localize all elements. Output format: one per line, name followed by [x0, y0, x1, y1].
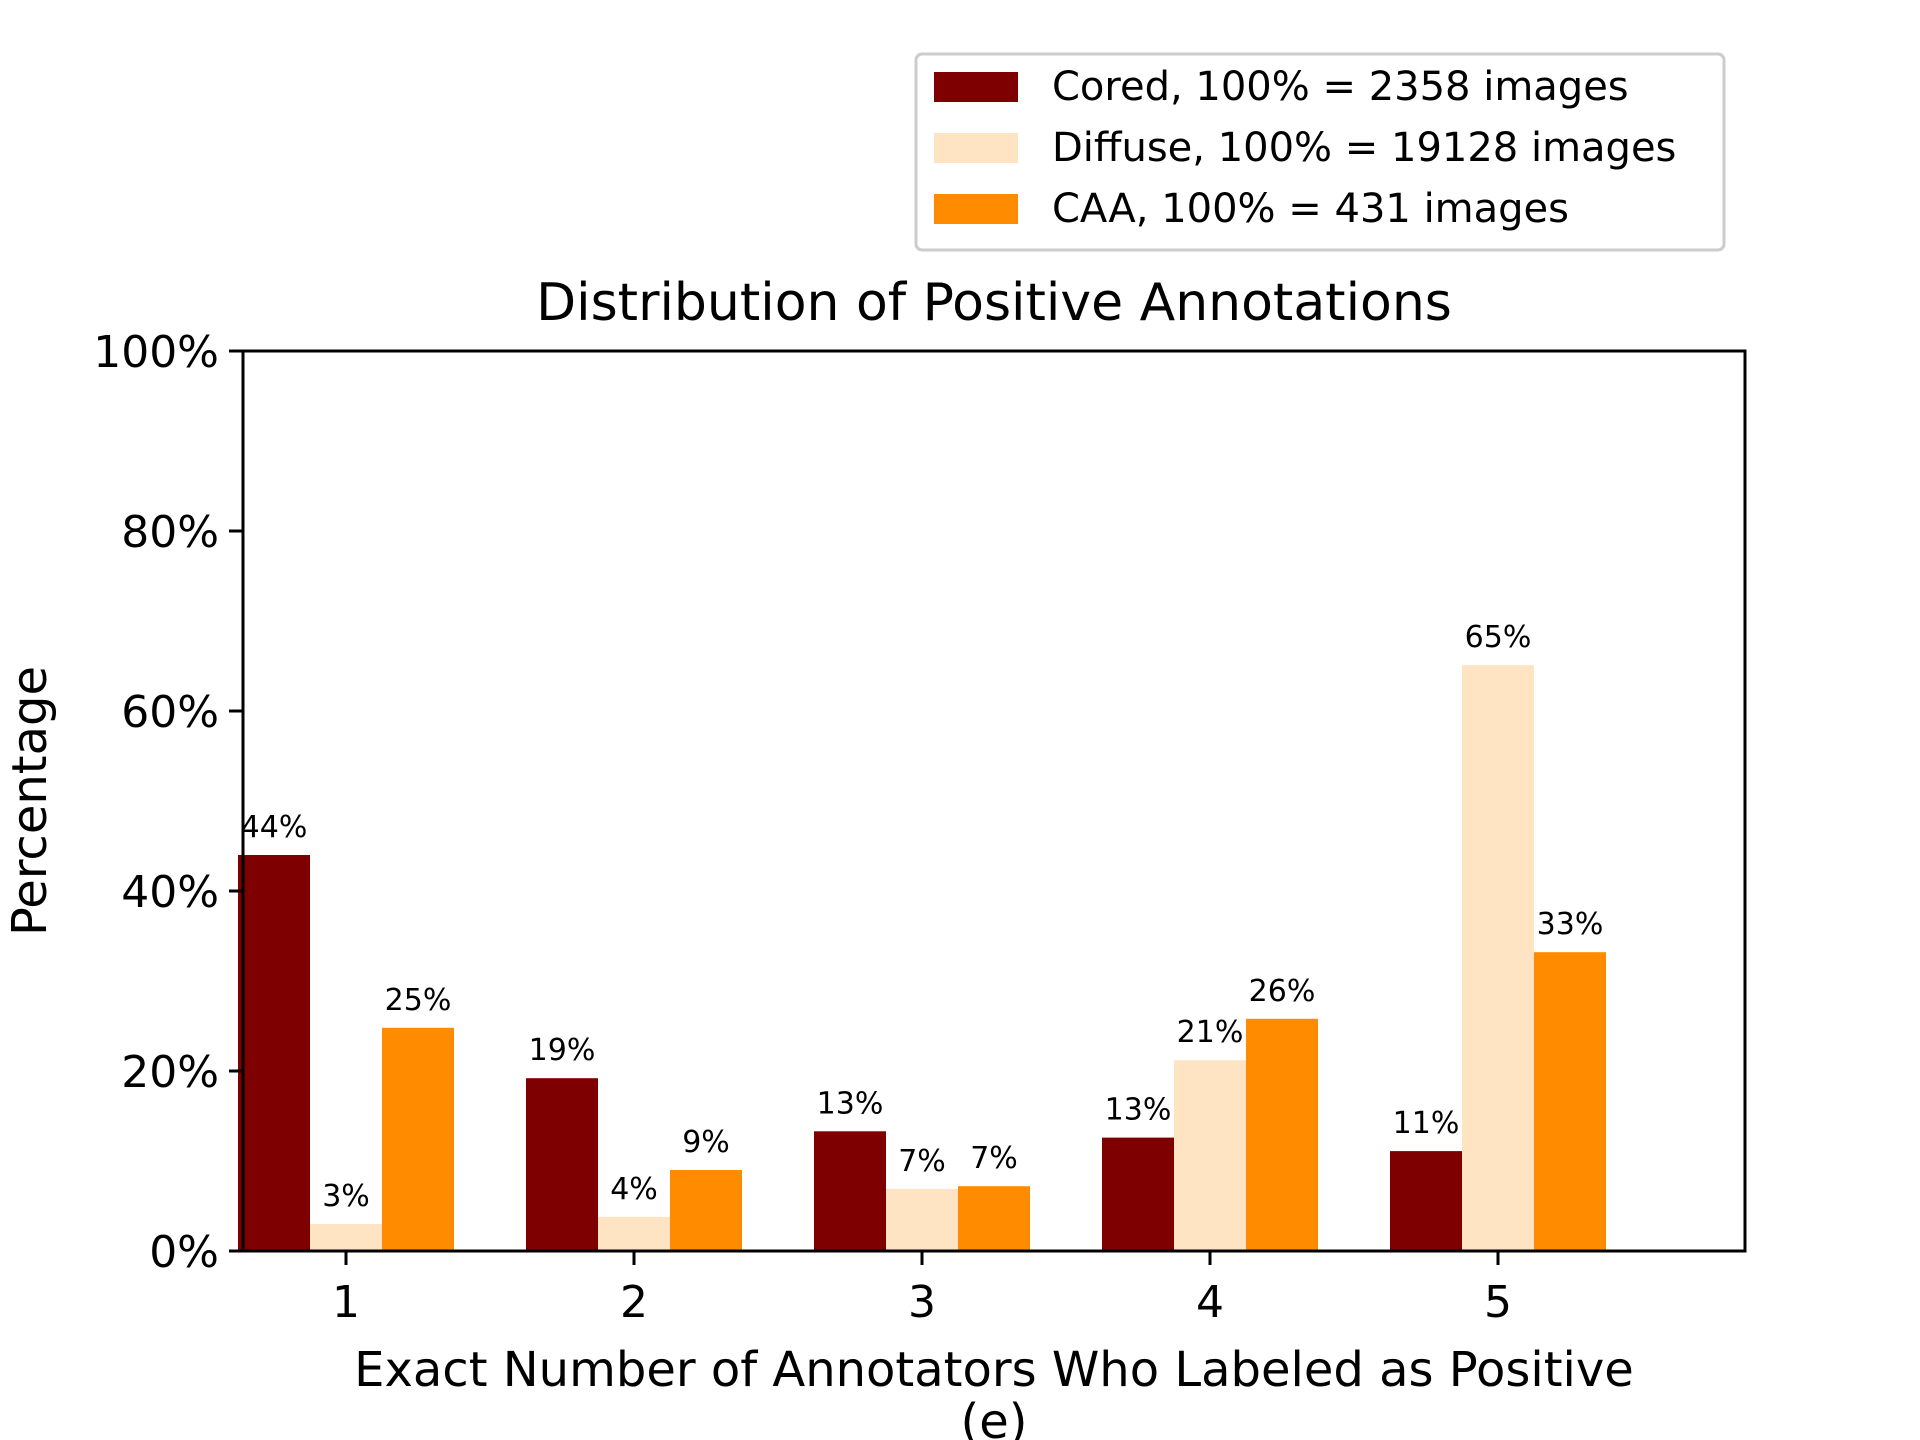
data-label: 25% [385, 983, 452, 1018]
bar-series-3-cat-1 [382, 1027, 454, 1251]
data-label: 13% [817, 1086, 884, 1121]
x-axis-sublabel: (e) [961, 1394, 1028, 1440]
legend-swatch [934, 72, 1018, 102]
bar-series-2-cat-2 [598, 1216, 670, 1251]
data-label: 19% [529, 1033, 596, 1068]
data-label: 26% [1249, 974, 1316, 1009]
x-tick-label: 1 [332, 1277, 360, 1328]
x-tick-label: 3 [908, 1277, 936, 1328]
bar-series-3-cat-5 [1534, 952, 1606, 1251]
bar-series-3-cat-4 [1246, 1018, 1318, 1251]
y-tick-label: 0% [149, 1227, 219, 1278]
y-axis-label: Percentage [2, 666, 58, 936]
plot-frame [241, 349, 1747, 1253]
legend: Cored, 100% = 2358 images Diffuse, 100% =… [914, 52, 1726, 252]
bar-series-1-cat-4 [1102, 1137, 1174, 1251]
bar-series-3-cat-2 [670, 1170, 742, 1251]
data-label: 4% [610, 1172, 658, 1207]
bar-series-2-cat-5 [1462, 665, 1534, 1251]
x-tick-label: 2 [620, 1277, 648, 1328]
data-label: 33% [1537, 907, 1604, 942]
y-tick-label: 80% [121, 507, 219, 558]
legend-box [914, 52, 1726, 252]
bar-series-2-cat-1 [310, 1224, 382, 1251]
data-label: 21% [1177, 1015, 1244, 1050]
bar-series-1-cat-5 [1390, 1151, 1462, 1251]
bar-series-2-cat-3 [886, 1188, 958, 1251]
bars-layer [238, 665, 1606, 1251]
data-labels-layer: 44% 19% 13% 13% 11% 3% 4% 7% 21% 65% 25% 9% 7% 26% 33% [241, 620, 1604, 1214]
data-label: 44% [241, 810, 308, 845]
chart-title: Distribution of Positive Annotations [536, 273, 1452, 333]
bar-series-3-cat-3 [958, 1186, 1030, 1251]
y-tick-label: 100% [93, 327, 219, 378]
data-label: 3% [322, 1179, 370, 1214]
bar-series-2-cat-4 [1174, 1060, 1246, 1251]
y-tick-label: 20% [121, 1047, 219, 1098]
y-axis: 0% 20% 40% 60% 80% 100% [93, 327, 243, 1278]
bar-series-1-cat-3 [814, 1131, 886, 1251]
x-tick-label: 5 [1484, 1277, 1512, 1328]
legend-label: Diffuse, 100% = 19128 images [1052, 125, 1676, 171]
y-tick-label: 60% [121, 687, 219, 738]
x-tick-label: 4 [1196, 1277, 1224, 1328]
legend-swatch [934, 194, 1018, 224]
x-axis: 1 2 3 4 5 [332, 1251, 1512, 1328]
data-label: 65% [1465, 620, 1532, 655]
data-label: 9% [682, 1125, 730, 1160]
legend-label: CAA, 100% = 431 images [1052, 186, 1569, 232]
y-tick-label: 40% [121, 867, 219, 918]
data-label: 11% [1393, 1106, 1460, 1141]
x-axis-label: Exact Number of Annotators Who Labeled a… [354, 1342, 1634, 1398]
data-label: 7% [898, 1144, 946, 1179]
legend-label: Cored, 100% = 2358 images [1052, 64, 1629, 110]
legend-swatch [934, 133, 1018, 163]
data-label: 13% [1105, 1093, 1172, 1128]
bar-series-1-cat-1 [238, 855, 310, 1251]
bar-series-1-cat-2 [526, 1078, 598, 1251]
data-label: 7% [970, 1141, 1018, 1176]
